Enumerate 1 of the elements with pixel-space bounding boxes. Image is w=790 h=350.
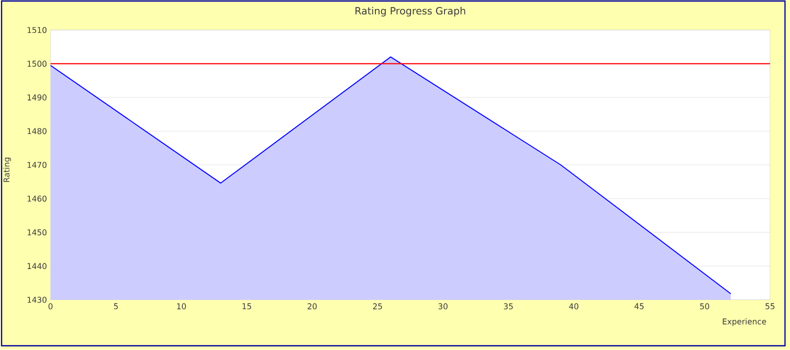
chart-title: Rating Progress Graph [356, 6, 466, 17]
